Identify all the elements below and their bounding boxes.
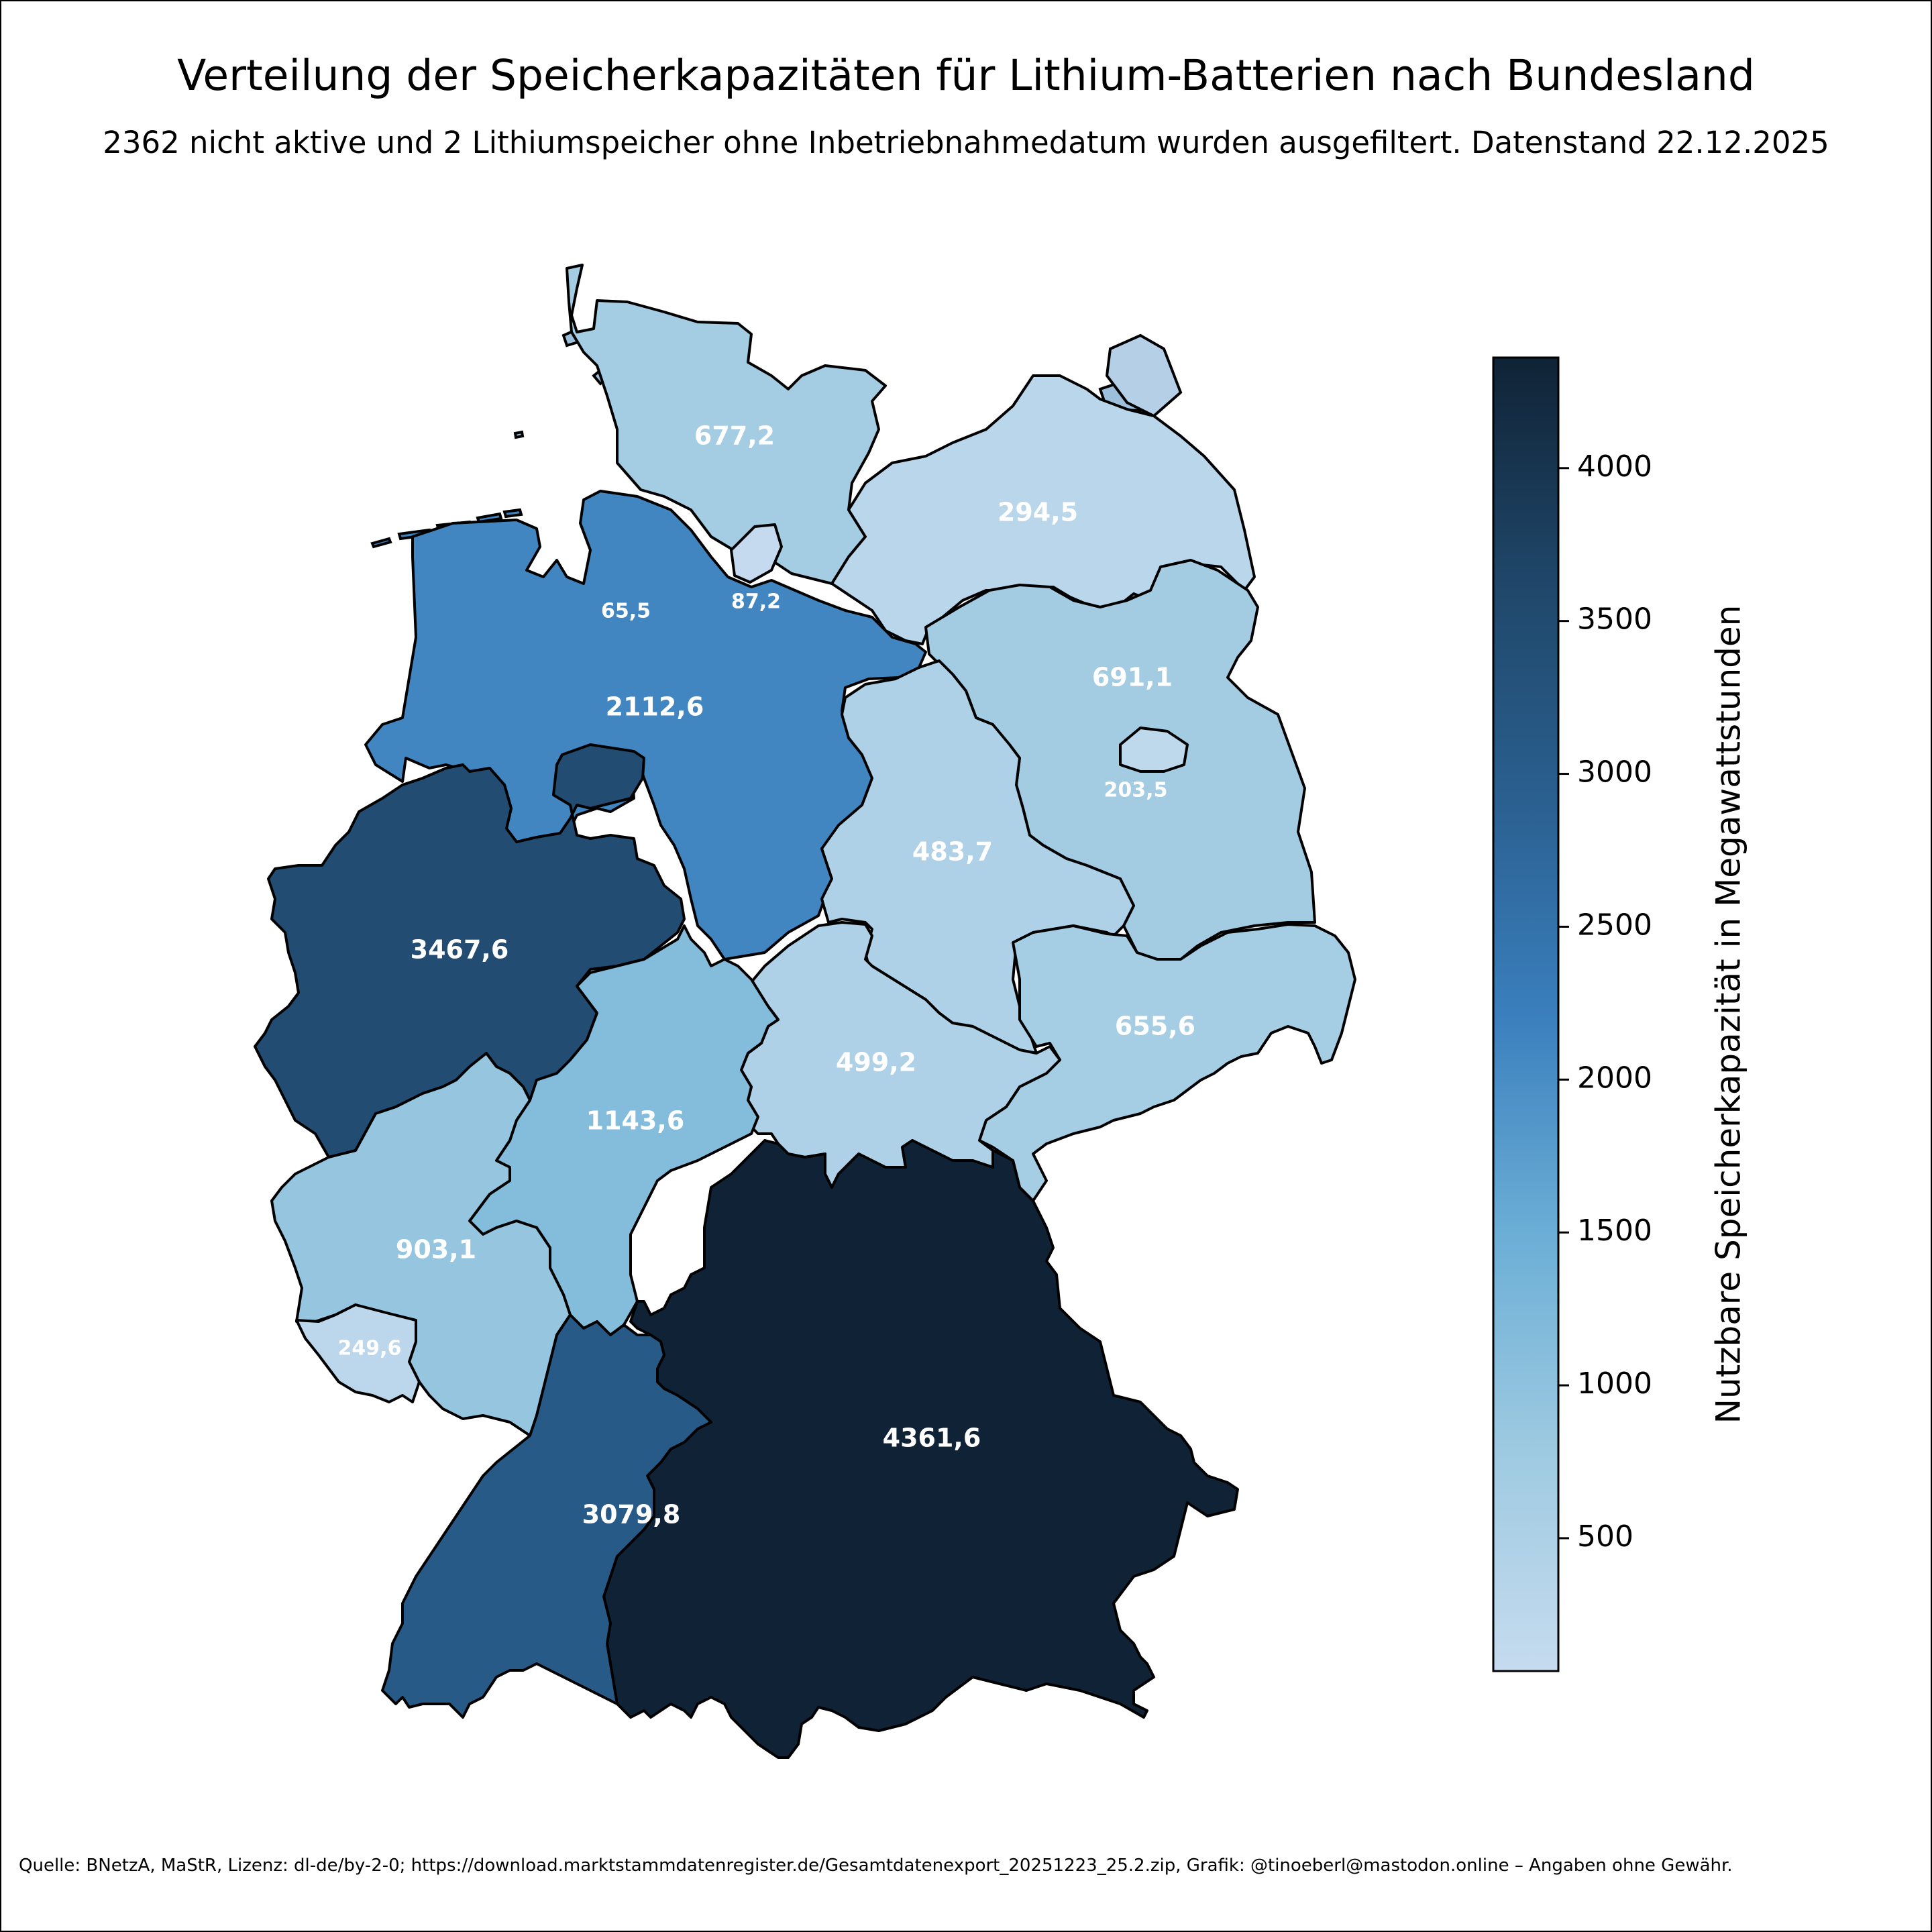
source-note: Quelle: BNetzA, MaStR, Lizenz: dl-de/by-… <box>19 1856 1733 1876</box>
state-regions <box>254 264 1356 1759</box>
value-label-baden-wuerttemberg: 3079,8 <box>582 1500 681 1529</box>
value-label-rheinland-pfalz: 903,1 <box>396 1235 476 1265</box>
region-baden-wuerttemberg <box>381 1313 712 1719</box>
region-saarland <box>295 1303 421 1403</box>
colorbar: 500 1000 1500 2000 2500 3000 3500 4000 Nutzbare… <box>1492 356 1748 1672</box>
island <box>1105 333 1183 418</box>
value-label-hessen: 1143,6 <box>586 1106 685 1136</box>
value-label-berlin: 203,5 <box>1104 779 1168 802</box>
colorbar-tick-label: 1000 <box>1577 1366 1652 1401</box>
colorbar-tick-label: 4000 <box>1577 449 1652 484</box>
value-label-brandenburg: 691,1 <box>1092 663 1173 692</box>
colorbar-tick-label: 2000 <box>1577 1061 1652 1095</box>
value-label-thueringen: 499,2 <box>836 1048 916 1077</box>
region-sachsen-anhalt <box>820 659 1135 1055</box>
colorbar-tick-label: 3000 <box>1577 755 1652 790</box>
value-label-schleswig-holstein: 677,2 <box>694 421 775 451</box>
value-label-nordrhein-westfalen: 3467,6 <box>411 935 509 965</box>
region-hamburg <box>730 523 783 584</box>
map-subtitle: 2362 nicht aktive und 2 Lithiumspeicher … <box>103 125 1829 160</box>
colorbar-gradient <box>1492 356 1560 1672</box>
value-label-sachsen: 655,6 <box>1115 1012 1195 1041</box>
value-label-bayern: 4361,6 <box>883 1424 981 1453</box>
island <box>513 430 525 439</box>
island <box>370 537 392 549</box>
colorbar-label: Nutzbare Speicherkapazität in Megawattst… <box>1709 605 1748 1424</box>
colorbar-tick-label: 3500 <box>1577 602 1652 637</box>
value-label-hamburg: 87,2 <box>731 590 781 614</box>
value-label-niedersachsen: 2112,6 <box>606 692 704 722</box>
map-title: Verteilung der Speicherkapazitäten für L… <box>177 51 1755 100</box>
colorbar-tick-label: 2500 <box>1577 908 1652 942</box>
region-schleswig-holstein <box>566 264 887 585</box>
region-value-labels: 677,2 294,5 87,2 65,5 2112,6 691,1 203,5… <box>338 421 1196 1529</box>
colorbar-tick-label: 1500 <box>1577 1214 1652 1248</box>
region-berlin <box>1119 727 1189 773</box>
colorbar-ticks: 500 1000 1500 2000 2500 3000 3500 4000 <box>1558 449 1652 1554</box>
value-label-bremen: 65,5 <box>601 600 651 623</box>
island <box>502 508 523 519</box>
colorbar-tick-label: 500 <box>1577 1519 1633 1554</box>
value-label-sachsen-anhalt: 483,7 <box>912 837 993 867</box>
value-label-saarland: 249,6 <box>338 1337 402 1360</box>
value-label-mecklenburg-vorpommern: 294,5 <box>998 498 1078 527</box>
